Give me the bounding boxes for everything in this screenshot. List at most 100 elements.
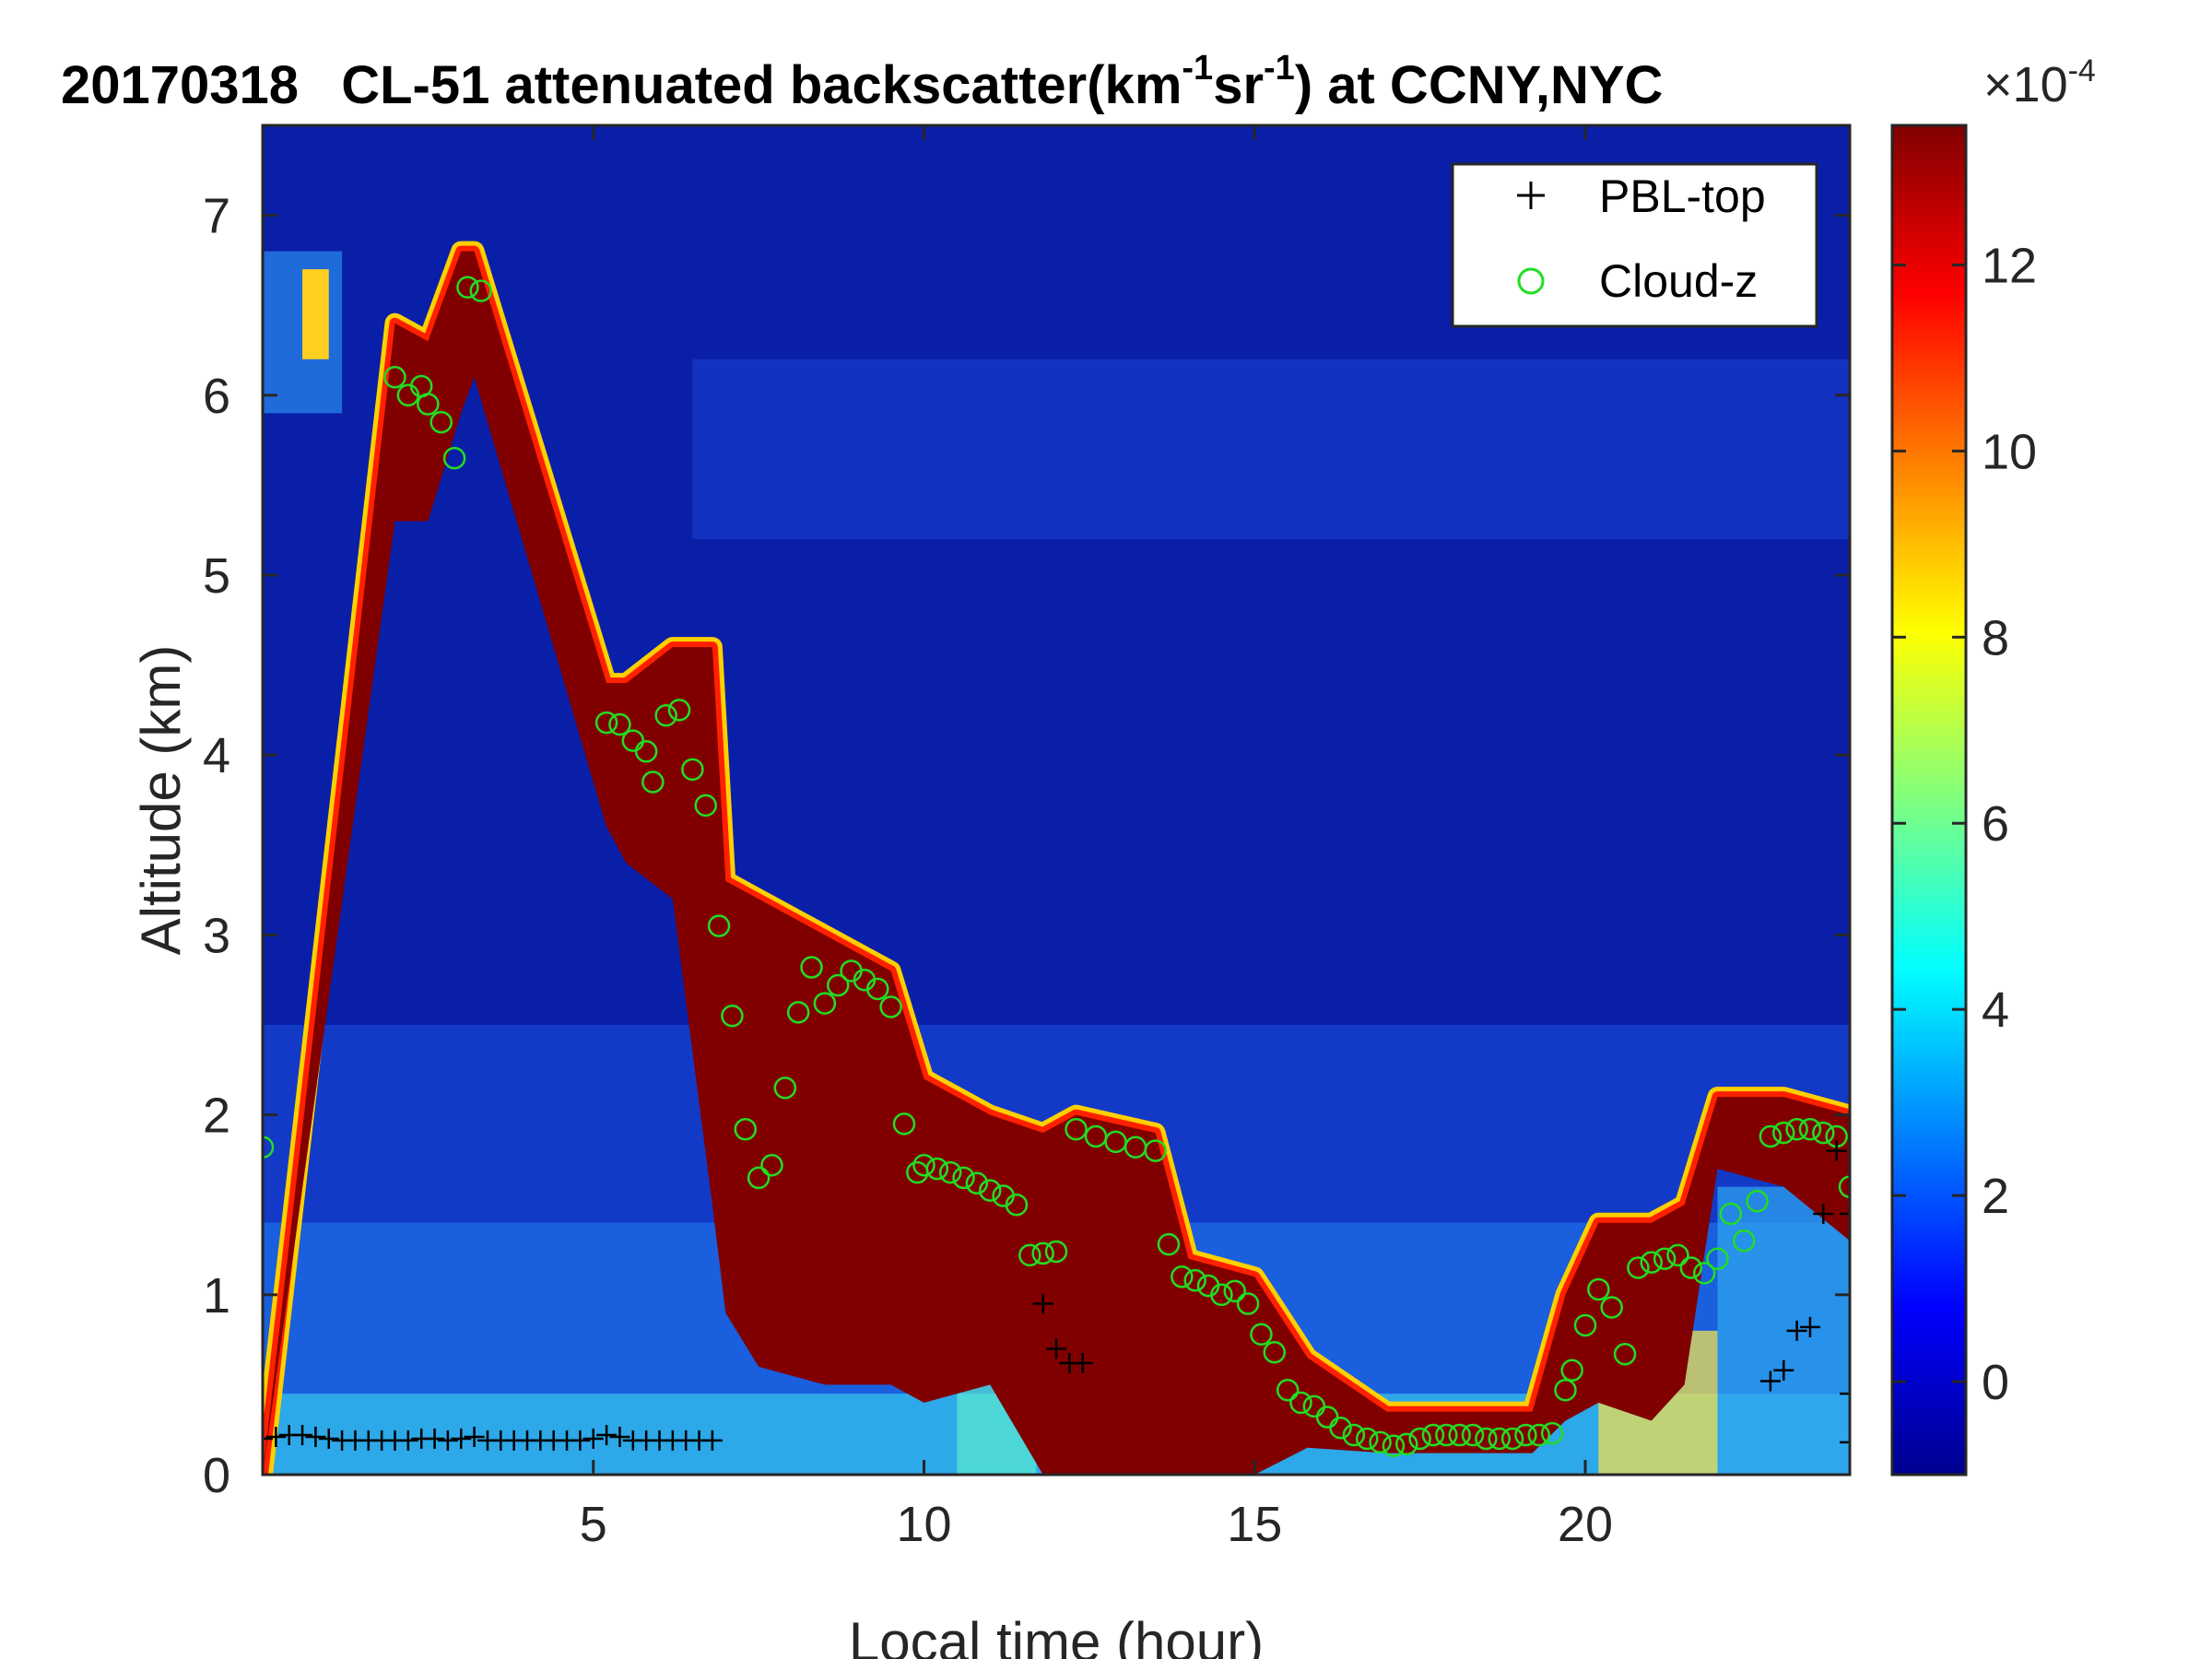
- cloud-z-point: [1692, 1262, 1716, 1285]
- cloud-z-point: [1640, 1251, 1663, 1274]
- cloud-region: [263, 251, 1850, 1475]
- pbl-top-point: [1046, 1338, 1066, 1359]
- pbl-top-point: [609, 1427, 630, 1448]
- colorbar-tick-label: 12: [1982, 238, 2037, 293]
- colorbar-tick-label: 0: [1982, 1355, 2009, 1410]
- cloud-z-point: [1223, 1279, 1246, 1303]
- cloud-z-point: [429, 410, 453, 434]
- cloud-z-point: [456, 276, 479, 299]
- cloud-z-point: [1785, 1117, 1808, 1141]
- cloud-z-point: [1395, 1432, 1418, 1456]
- cloud-z-point: [667, 699, 691, 722]
- pbl-top-point: [318, 1428, 339, 1449]
- y-tick-label: 7: [203, 189, 230, 244]
- colorbar-gradient: [1890, 124, 1968, 1477]
- cloud-z-point: [263, 1135, 275, 1159]
- pbl-top-point: [1840, 1383, 1850, 1405]
- cloud-z-point: [965, 1171, 989, 1195]
- plot-area: [263, 125, 1850, 1475]
- cloud-z-point: [1210, 1283, 1233, 1307]
- title-sup2: -1: [1264, 49, 1295, 88]
- cloud-z-point: [866, 977, 889, 1001]
- cloud-z-point: [1276, 1379, 1300, 1402]
- pbl-top-point: [1799, 1316, 1820, 1337]
- colorbar-exponent: ×10-4: [1983, 53, 2096, 112]
- pbl-top-point: [1813, 1203, 1834, 1224]
- cloud-z-point: [707, 914, 731, 937]
- cloud-z-point: [383, 366, 406, 389]
- pbl-top-point: [596, 1425, 618, 1446]
- cloud-z-point: [1435, 1423, 1458, 1447]
- cloud-z-point: [417, 393, 440, 416]
- title-mid: sr: [1213, 55, 1264, 115]
- y-tick-label: 5: [203, 548, 230, 604]
- cloud-z-point: [1666, 1243, 1689, 1267]
- colorbar-tick-label: 10: [1982, 424, 2037, 479]
- colorbar-tick-label: 2: [1982, 1169, 2009, 1224]
- title-end: ) at CCNY,NYC: [1295, 55, 1664, 115]
- cloud-z-point: [469, 279, 493, 302]
- legend-cloudz-label: Cloud-z: [1599, 255, 1758, 307]
- x-tick-label: 15: [1227, 1497, 1282, 1552]
- cloud-z-point: [747, 1166, 771, 1190]
- title-sup1: -1: [1182, 49, 1213, 88]
- cloud-z-point: [879, 995, 902, 1018]
- cloud-z-point: [1421, 1423, 1445, 1447]
- cloud-z-point: [1475, 1427, 1498, 1451]
- title-date: 20170318: [61, 55, 299, 115]
- cloud-z-point: [1018, 1243, 1041, 1267]
- y-axis-label: Altitude (km): [130, 645, 192, 956]
- cloud-z-point: [786, 1001, 810, 1024]
- cloud-z-point: [952, 1166, 975, 1190]
- aloft-layer-core: [302, 269, 329, 359]
- cloud-z-point: [1527, 1423, 1551, 1447]
- cloud-layer: [263, 241, 1850, 1475]
- cloud-z-point: [721, 1004, 744, 1028]
- cloud-z-point: [654, 704, 677, 727]
- colorbar-ticks: 0 2 4 6 8 10 12: [1892, 238, 2037, 1410]
- cloud-z-point: [1554, 1379, 1577, 1402]
- cloud-z-point: [1250, 1323, 1273, 1346]
- pbl-top-markers: [263, 1140, 1850, 1453]
- cloud-z-point: [594, 711, 618, 735]
- x-tick-label: 5: [580, 1497, 607, 1552]
- cloud-z-point: [1461, 1423, 1485, 1447]
- cloud-z-point: [979, 1179, 1002, 1202]
- pbl-top-point: [1032, 1293, 1053, 1314]
- cloud-z-point: [1587, 1277, 1610, 1301]
- cloud-z-point: [1005, 1193, 1029, 1217]
- colorbar-tick-label: 4: [1982, 982, 2009, 1038]
- y-tick-label: 1: [203, 1268, 230, 1324]
- evening-layer: [1717, 1186, 1850, 1475]
- cloud-z-point: [734, 1117, 758, 1141]
- y-axis-ticks: 0 1 2 3 4 5 6 7: [203, 189, 1850, 1503]
- cloud-z-point: [925, 1157, 949, 1181]
- cloud-z-point: [813, 992, 837, 1015]
- pbl-top-point: [701, 1430, 723, 1451]
- cloud-z-point: [1183, 1268, 1206, 1292]
- legend: PBL-top Cloud-z: [1451, 162, 1818, 328]
- cloud-z-markers: [263, 276, 1850, 1458]
- cloud-z-point: [1613, 1342, 1637, 1366]
- pbl-top-point: [1840, 1203, 1850, 1224]
- cloud-z-point: [912, 1154, 935, 1177]
- cloud-z-point: [634, 740, 658, 763]
- pbl-top-point: [437, 1430, 458, 1451]
- pbl-top-point: [464, 1427, 485, 1448]
- cloud-z-point: [1144, 1139, 1167, 1162]
- cloud-z-point: [1329, 1416, 1352, 1440]
- legend-cloudz-marker: [1517, 267, 1545, 295]
- cloud-z-point: [1171, 1265, 1194, 1288]
- y-tick-label: 0: [203, 1448, 230, 1503]
- chart-title: 20170318 CL-51 attenuated backscatter(km…: [61, 49, 1663, 115]
- cloud-z-point: [1488, 1427, 1511, 1451]
- cloud-z-point: [1627, 1256, 1650, 1279]
- cloud-z-point: [1573, 1313, 1597, 1337]
- cloud-z-point: [892, 1112, 916, 1135]
- pbl-top-point: [582, 1428, 604, 1449]
- cloud-z-point: [1263, 1341, 1287, 1364]
- cloud-z-point: [1236, 1292, 1260, 1315]
- cloud-z-point: [1759, 1124, 1783, 1148]
- legend-pbl-label: PBL-top: [1599, 171, 1766, 222]
